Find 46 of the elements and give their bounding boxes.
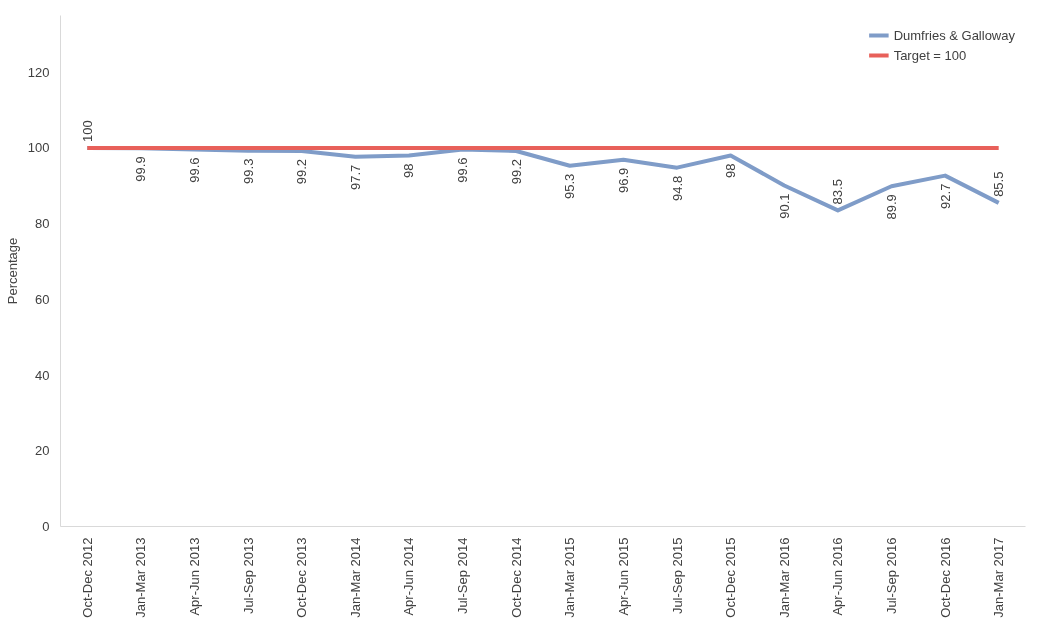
- x-tick-label: Jul-Sep 2016: [883, 537, 899, 615]
- data-label: 99.3: [240, 158, 256, 184]
- data-label: 83.5: [830, 179, 846, 205]
- legend-label: Dumfries & Galloway: [893, 27, 1015, 43]
- data-label: 90.1: [776, 193, 792, 219]
- y-axis-title: Percentage: [4, 237, 20, 305]
- x-tick-label: Jan-Mar 2013: [133, 537, 149, 618]
- y-tick-label: 20: [35, 443, 50, 459]
- x-tick-label: Oct-Dec 2016: [937, 537, 953, 618]
- data-label: 99.9: [133, 156, 149, 182]
- data-label: 99.2: [294, 159, 310, 185]
- data-label: 92.7: [937, 183, 953, 209]
- y-tick-label: 40: [35, 367, 50, 383]
- x-tick-label: Jul-Sep 2013: [240, 537, 256, 615]
- x-tick-label: Apr-Jun 2015: [615, 537, 631, 616]
- data-label: 96.9: [615, 167, 631, 194]
- data-label: 99.2: [508, 159, 524, 185]
- x-tick-label: Jan-Mar 2017: [991, 537, 1007, 618]
- x-tick-label: Oct-Dec 2014: [508, 537, 524, 618]
- data-label: 98: [401, 163, 417, 179]
- data-label: 85.5: [991, 171, 1007, 197]
- legend-label: Target = 100: [893, 47, 967, 63]
- data-label: 100: [79, 120, 95, 142]
- x-tick-label: Jan-Mar 2014: [347, 537, 363, 618]
- data-label: 99.6: [455, 157, 471, 183]
- x-tick-label: Oct-Dec 2012: [79, 537, 95, 618]
- x-tick-label: Apr-Jun 2014: [401, 537, 417, 616]
- x-tick-label: Jan-Mar 2016: [776, 537, 792, 618]
- y-tick-label: 100: [27, 140, 50, 156]
- data-label: 95.3: [562, 173, 578, 200]
- data-label: 99.6: [187, 157, 203, 183]
- x-tick-label: Jul-Sep 2014: [455, 537, 471, 615]
- data-label: 97.7: [347, 164, 363, 190]
- x-tick-label: Apr-Jun 2016: [830, 537, 846, 616]
- y-tick-label: 0: [42, 519, 50, 534]
- x-tick-label: Oct-Dec 2013: [294, 537, 310, 618]
- y-tick-label: 60: [35, 291, 50, 307]
- data-label: 98: [723, 163, 739, 179]
- x-tick-label: Apr-Jun 2013: [187, 537, 203, 616]
- y-tick-label: 120: [27, 64, 50, 80]
- data-label: 94.8: [669, 175, 685, 201]
- x-tick-label: Jan-Mar 2015: [562, 537, 578, 618]
- y-tick-label: 80: [35, 216, 50, 232]
- data-label: 89.9: [883, 194, 899, 220]
- x-tick-label: Jul-Sep 2015: [669, 537, 685, 615]
- x-tick-label: Oct-Dec 2015: [723, 537, 739, 618]
